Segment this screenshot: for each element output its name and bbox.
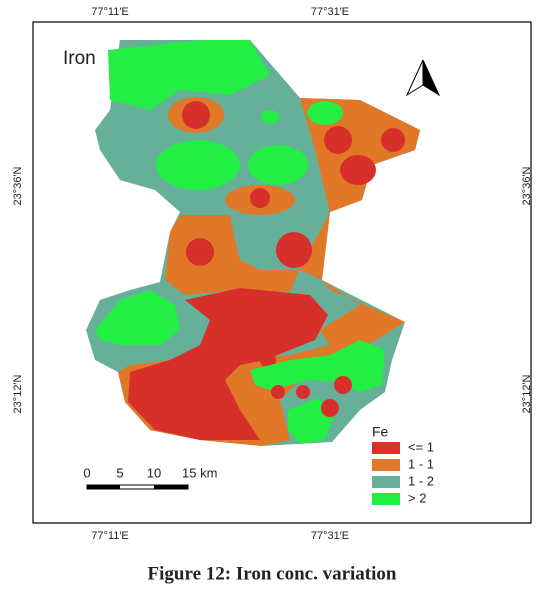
legend-swatch <box>372 459 400 471</box>
coord-label: 23°36′N <box>521 167 533 206</box>
scale-label: 15 km <box>182 465 217 480</box>
coord-label: 23°12′N <box>521 375 533 414</box>
legend-label: 1 - 1 <box>408 456 434 471</box>
scale-bar <box>86 484 189 490</box>
coord-label: 23°36′N <box>12 167 24 206</box>
legend-label: 1 - 2 <box>408 473 434 488</box>
map-title: Iron <box>63 48 96 69</box>
legend-title: Fe <box>372 424 389 440</box>
coord-label: 77°31′E <box>311 530 349 542</box>
scale-label: 10 <box>147 465 161 480</box>
scale-label: 5 <box>116 465 123 480</box>
coord-label: 77°31′E <box>311 6 349 18</box>
coord-label: 77°11′E <box>91 530 128 542</box>
legend-label: > 2 <box>408 490 426 505</box>
coord-label: 77°11′E <box>91 6 128 18</box>
caption: Figure 12: Iron conc. variation <box>148 563 397 584</box>
coord-label: 23°12′N <box>12 375 24 414</box>
legend-label: <= 1 <box>408 439 434 454</box>
legend-swatch <box>372 442 400 454</box>
legend: <= 1 1 - 1 1 - 2 > 2 <box>372 439 434 505</box>
map-regions <box>86 40 420 446</box>
legend-swatch <box>372 476 400 488</box>
scale-label: 0 <box>83 465 90 480</box>
legend-swatch <box>372 493 400 505</box>
north-arrow <box>405 59 441 97</box>
